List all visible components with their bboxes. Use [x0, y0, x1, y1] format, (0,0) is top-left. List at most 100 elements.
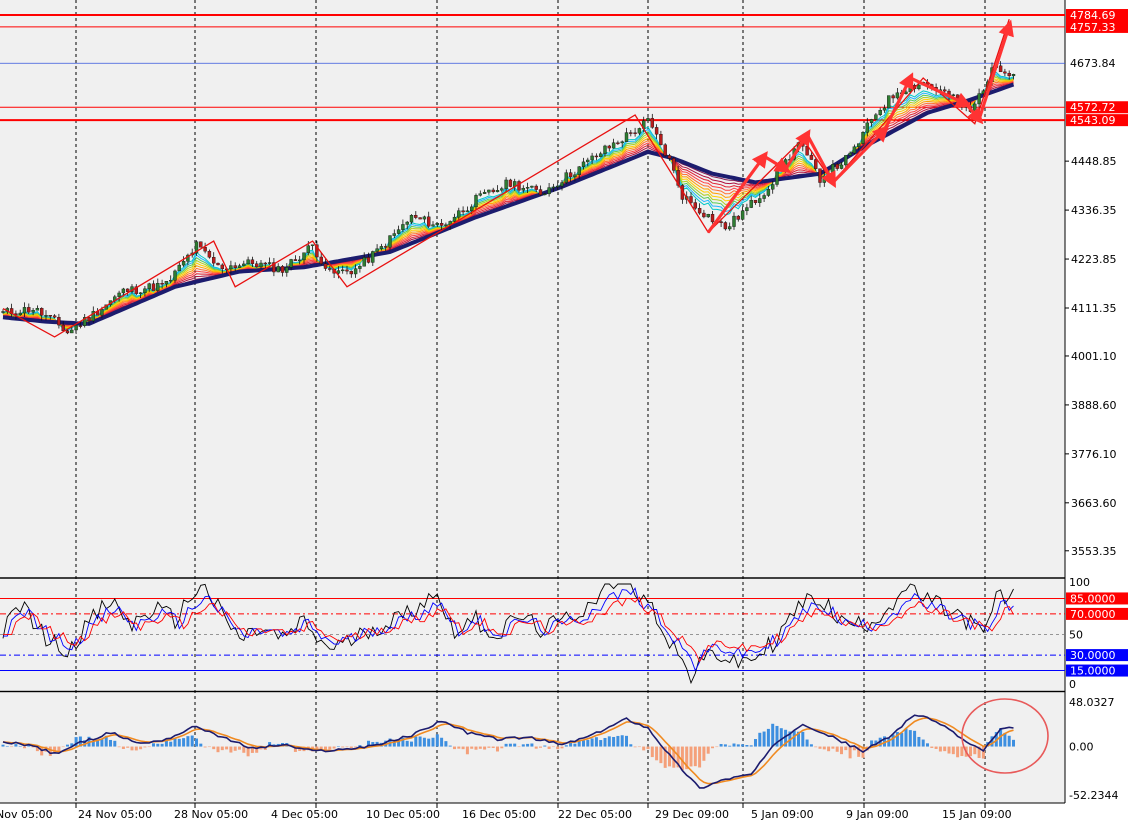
candle-body	[521, 187, 525, 191]
candle-body	[138, 292, 143, 294]
osc-tick-label: 0	[1069, 678, 1076, 691]
macd-hist-bar	[620, 735, 624, 747]
price-tick-label: 4001.10	[1071, 350, 1117, 363]
candle-body	[435, 223, 439, 225]
candle-body	[177, 264, 182, 272]
oscillator-lines	[2, 583, 1014, 685]
candle-body	[65, 330, 70, 334]
macd-tick-label: -52.2344	[1069, 789, 1118, 802]
candle-body	[895, 92, 900, 99]
level-price-tag	[1066, 9, 1128, 22]
candle-body	[74, 325, 78, 331]
macd-hist-bar	[530, 743, 534, 747]
macd-hist-bar	[474, 746, 478, 750]
macd-hist-bar	[521, 744, 525, 747]
macd-hist-bar	[930, 746, 934, 748]
macd-hist-bar	[315, 746, 319, 751]
macd-hist-bar	[633, 746, 637, 748]
candle-body	[328, 268, 332, 270]
macd-hist-bar	[857, 746, 861, 757]
candle-body	[1011, 74, 1016, 77]
candle-body	[229, 265, 233, 270]
candle-body	[78, 325, 83, 327]
macd-hist-bar	[250, 746, 254, 753]
macd-hist-bar	[513, 743, 517, 747]
macd-hist-bar	[745, 745, 749, 747]
candle-body	[646, 118, 650, 121]
candle-body	[568, 172, 573, 178]
candle-body	[353, 268, 358, 275]
macd-hist-bar	[431, 737, 435, 747]
macd-hist-bar	[164, 740, 168, 747]
candle-body	[414, 215, 418, 218]
osc-tick-label: 100	[1069, 576, 1090, 589]
candle-body	[839, 164, 844, 169]
osc-level-label: 15.0000	[1070, 665, 1116, 678]
macd-hist-bar	[741, 744, 745, 747]
macd-hist-bar	[48, 746, 52, 756]
highlight-circle	[961, 698, 1049, 774]
time-tick-label: 29 Dec 09:00	[655, 808, 729, 821]
candle-body	[749, 199, 753, 208]
macd-hist-bar	[947, 746, 951, 754]
macd-hist-bar	[1007, 735, 1011, 747]
candle-body	[121, 288, 126, 294]
candle-body	[917, 84, 921, 90]
macd-hist-bar	[156, 743, 160, 747]
macd-hist-bar	[427, 738, 431, 747]
candle-body	[637, 128, 642, 134]
candle-body	[844, 155, 848, 166]
macd-hist-bar	[57, 746, 61, 752]
macd-hist-bar	[354, 746, 358, 748]
macd-hist-bar	[895, 732, 899, 747]
candle-body	[259, 262, 263, 268]
candle-body	[156, 283, 160, 291]
candle-body	[857, 143, 861, 147]
candle-body	[848, 152, 852, 156]
macd-hist-bar	[775, 725, 779, 747]
oscillator-levels	[0, 597, 1065, 672]
candle-body	[91, 311, 96, 322]
macd-hist-bar	[840, 746, 843, 755]
macd-hist-bar	[517, 746, 521, 748]
macd-hist-bar	[543, 745, 547, 747]
candle-body	[573, 174, 577, 178]
osc-line	[3, 596, 1014, 663]
macd-hist-bar	[637, 746, 641, 748]
macd-hist-bar	[392, 741, 396, 747]
macd-hist-bar	[693, 746, 697, 767]
macd-hist-bar	[938, 746, 942, 752]
macd-hist-bar	[844, 746, 848, 751]
candle-body	[319, 256, 323, 264]
macd-hist-bar	[956, 746, 960, 758]
macd-hist-bar	[177, 738, 181, 747]
candle-body	[181, 261, 186, 266]
zigzag-overlay	[2, 18, 1010, 338]
macd-hist-bar	[453, 746, 456, 750]
candle-body	[676, 170, 680, 186]
candle-body	[564, 172, 568, 183]
candle-body	[22, 307, 27, 314]
candle-body	[263, 262, 267, 265]
candle-body	[599, 153, 603, 157]
macd-hist-bar	[195, 738, 198, 747]
candle-body	[633, 132, 637, 134]
macd-hist-bar	[994, 732, 998, 747]
macd-hist-bar	[367, 740, 370, 747]
macd-hist-bar	[117, 746, 121, 748]
macd-hist-bar	[848, 746, 852, 759]
macd-hist-bar	[500, 746, 504, 749]
macd-hist-bar	[603, 737, 607, 747]
candle-body	[341, 269, 345, 272]
macd-hist-bar	[534, 746, 538, 749]
macd-hist-bar	[655, 746, 659, 761]
macd-hist-bar	[831, 746, 835, 749]
macd-hist-bar	[805, 739, 809, 747]
macd-hist-bar	[715, 746, 719, 748]
macd-hist-bar	[766, 728, 770, 747]
candle-body	[740, 210, 745, 220]
osc-level-tag	[1066, 607, 1128, 620]
candle-body	[44, 315, 48, 317]
macd-hist-bar	[607, 736, 611, 747]
candle-body	[732, 215, 736, 227]
